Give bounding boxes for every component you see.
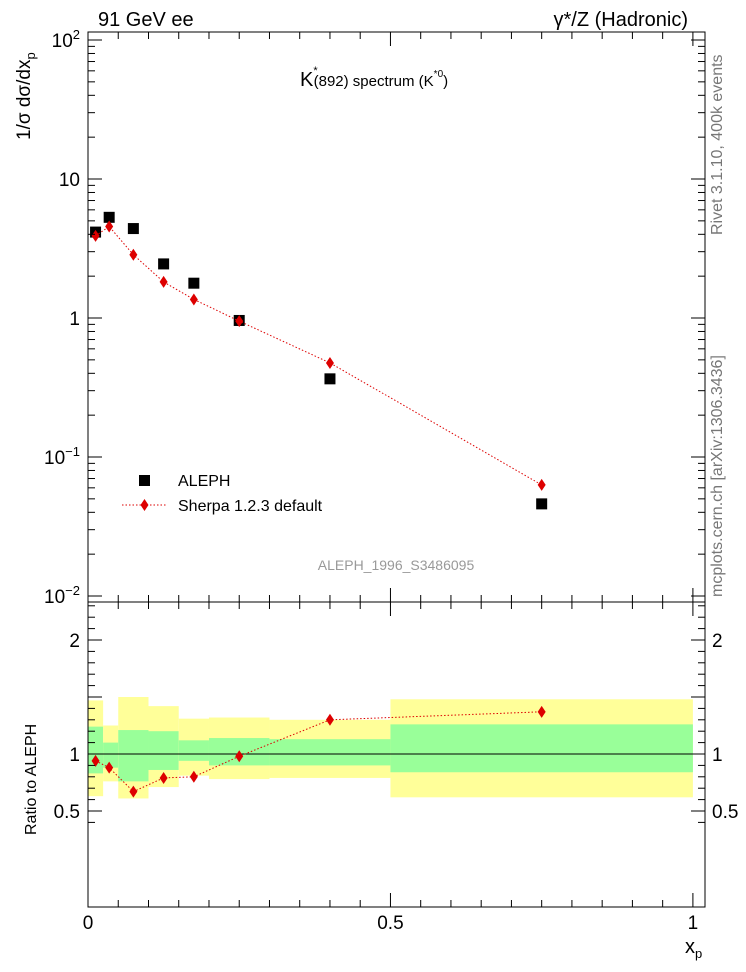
- ratio-panel: 0.5 0.5 1 1 2 2 0 0.5 1 Ratio to ALEPH xp: [23, 601, 738, 961]
- aleph-point: [103, 211, 115, 223]
- ratio-sherpa-point: [189, 770, 198, 783]
- y-tick-label: 10−2: [44, 583, 80, 608]
- ratio-band-inner: [178, 740, 209, 761]
- sherpa-point: [159, 275, 168, 288]
- main-axes: 102 10 1 10−1 10−2: [44, 27, 705, 608]
- ratio-bands: [88, 697, 693, 799]
- ratio-sherpa-point: [105, 761, 114, 774]
- ratio-band-inner: [103, 742, 119, 768]
- x-axis-label: xp: [685, 936, 702, 961]
- aleph-point: [158, 258, 170, 270]
- energy-label: 91 GeV ee: [98, 9, 194, 31]
- ratio-y-tick-label: 2: [69, 631, 80, 652]
- ratio-y-label: Ratio to ALEPH: [23, 724, 40, 835]
- title-end: ): [443, 73, 448, 90]
- legend-label-sherpa: Sherpa 1.2.3 default: [178, 498, 323, 515]
- ratio-sherpa-point: [159, 771, 168, 784]
- x-tick-label: 1: [688, 913, 699, 934]
- aleph-point: [188, 277, 200, 289]
- y-tick-label: 10−1: [44, 444, 80, 469]
- ratio-sherpa-point: [537, 705, 546, 718]
- aleph-point: [536, 498, 548, 510]
- ratio-sherpa-point: [325, 713, 334, 726]
- sherpa-point: [235, 315, 244, 328]
- title-main: K: [300, 69, 314, 91]
- ratio-sherpa-point: [129, 785, 138, 798]
- x-tick-label: 0.5: [377, 913, 403, 934]
- y-tick-label: 102: [52, 27, 80, 52]
- y-tick-label: 10: [59, 170, 80, 191]
- aleph-point: [324, 373, 336, 385]
- process-label: γ*/Z (Hadronic): [554, 9, 688, 31]
- ratio-axes: 0.5 0.5 1 1 2 2 0 0.5 1: [54, 602, 738, 934]
- analysis-watermark: ALEPH_1996_S3486095: [318, 557, 475, 573]
- ratio-y-tick-label-right: 1: [712, 745, 723, 766]
- sherpa-line: [95, 225, 542, 486]
- legend-marker-sherpa: [140, 499, 149, 511]
- title-sup: *0: [434, 69, 444, 80]
- ratio-sherpa-point: [91, 754, 100, 767]
- ratio-band-inner: [118, 730, 149, 782]
- main-marks: [90, 211, 548, 510]
- ratio-y-tick-label-right: 0.5: [712, 802, 738, 823]
- aleph-point: [127, 223, 139, 235]
- ratio-y-tick-label: 1: [69, 745, 80, 766]
- ratio-marks: [91, 705, 546, 798]
- sherpa-point: [91, 229, 100, 242]
- sherpa-point: [537, 478, 546, 491]
- sherpa-point: [189, 293, 198, 306]
- ratio-y-tick-label: 0.5: [54, 802, 80, 823]
- ratio-band-inner: [148, 731, 179, 770]
- title-mid: (892) spectrum (K: [314, 73, 434, 90]
- sherpa-point: [105, 220, 114, 233]
- y-axis-label: 1/σ dσ/dxp: [14, 52, 38, 140]
- sherpa-point: [129, 248, 138, 261]
- legend: ALEPH Sherpa 1.2.3 default: [122, 473, 323, 515]
- main-frame: [87, 31, 706, 603]
- ratio-band-inner: [88, 726, 104, 774]
- ratio-sherpa-point: [235, 750, 244, 763]
- sherpa-point: [325, 356, 334, 369]
- chart-title: K* (892) spectrum (K*0): [300, 65, 448, 91]
- ratio-y-tick-label-right: 2: [712, 631, 723, 652]
- legend-marker-aleph: [139, 475, 150, 486]
- rivet-label: Rivet 3.1.10, 400k events: [709, 54, 726, 235]
- mcplots-label: mcplots.cern.ch [arXiv:1306.3436]: [709, 355, 726, 597]
- legend-label-aleph: ALEPH: [178, 473, 230, 490]
- ratio-band-inner: [390, 724, 693, 773]
- y-tick-label: 1: [69, 309, 80, 330]
- ratio-band-inner: [269, 739, 391, 766]
- x-tick-label: 0: [83, 913, 94, 934]
- title-star: *: [313, 65, 318, 77]
- main-panel: 102 10 1 10−1 10−2 K* (892) spectrum (K*0) 1/…: [14, 27, 706, 608]
